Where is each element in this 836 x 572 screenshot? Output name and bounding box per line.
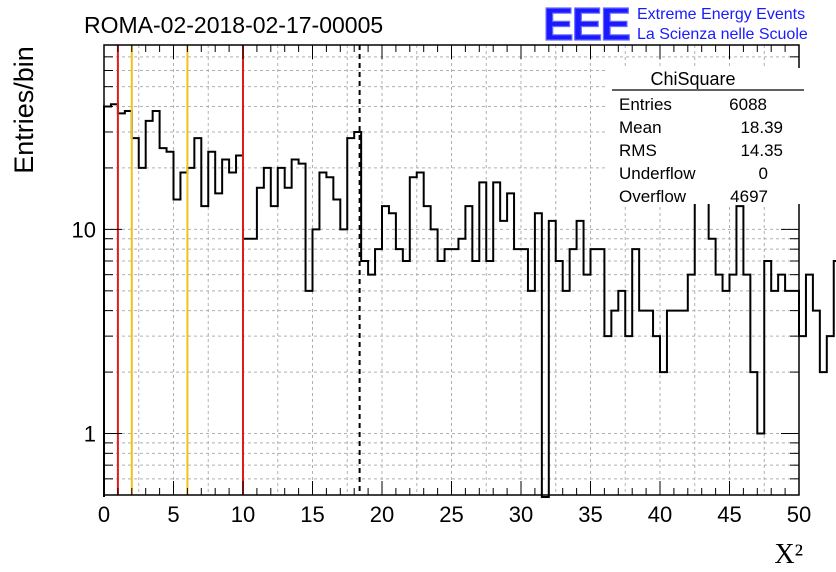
eee-logo-mark: EEE	[543, 0, 629, 50]
x-tick-label: 20	[370, 502, 394, 527]
y-tick-label: 10	[72, 217, 96, 242]
stats-value-underflow: 0	[759, 164, 768, 183]
eee-logo: EEE Extreme Energy Events La Scienza nel…	[542, 0, 808, 51]
stats-box: ChiSquare Entries 6088 Mean 18.39 RMS 14…	[607, 68, 805, 206]
stats-value-rms: 14.35	[740, 141, 783, 160]
x-tick-label: 15	[300, 502, 324, 527]
y-axis-title: Entries/bin	[9, 46, 39, 174]
reference-lines	[116, 45, 361, 495]
stats-box-bg	[607, 68, 805, 204]
logo-line-1: Extreme Energy Events	[637, 6, 805, 23]
x-tick-label: 10	[231, 502, 255, 527]
x-tick-labels: 0 5 10 15 20 25 30 35 40 45 50	[98, 502, 811, 527]
logo-line-2: La Scienza nelle Scuole	[637, 26, 808, 43]
x-tick-label: 50	[787, 502, 811, 527]
y-tick-label: 1	[84, 422, 96, 447]
stats-value-entries: 6088	[729, 95, 767, 114]
axis-ticks	[103, 44, 800, 496]
run-title: ROMA-02-2018-02-17-00005	[84, 12, 383, 38]
x-tick-label: 40	[648, 502, 672, 527]
stats-label-rms: RMS	[619, 141, 657, 160]
stats-label-mean: Mean	[619, 118, 662, 137]
x-tick-label: 45	[717, 502, 741, 527]
x-axis-title: X²	[774, 539, 803, 570]
stats-label-entries: Entries	[619, 95, 672, 114]
x-tick-label: 25	[439, 502, 463, 527]
x-tick-label: 35	[578, 502, 602, 527]
x-tick-label: 0	[98, 502, 110, 527]
stats-label-underflow: Underflow	[619, 164, 696, 183]
stats-title: ChiSquare	[650, 69, 735, 89]
x-tick-label: 5	[167, 502, 179, 527]
stats-value-mean: 18.39	[740, 118, 783, 137]
stats-value-overflow: 4697	[730, 187, 768, 206]
y-tick-labels: 1 10	[72, 217, 96, 446]
x-tick-label: 30	[509, 502, 533, 527]
stats-label-overflow: Overflow	[619, 187, 687, 206]
